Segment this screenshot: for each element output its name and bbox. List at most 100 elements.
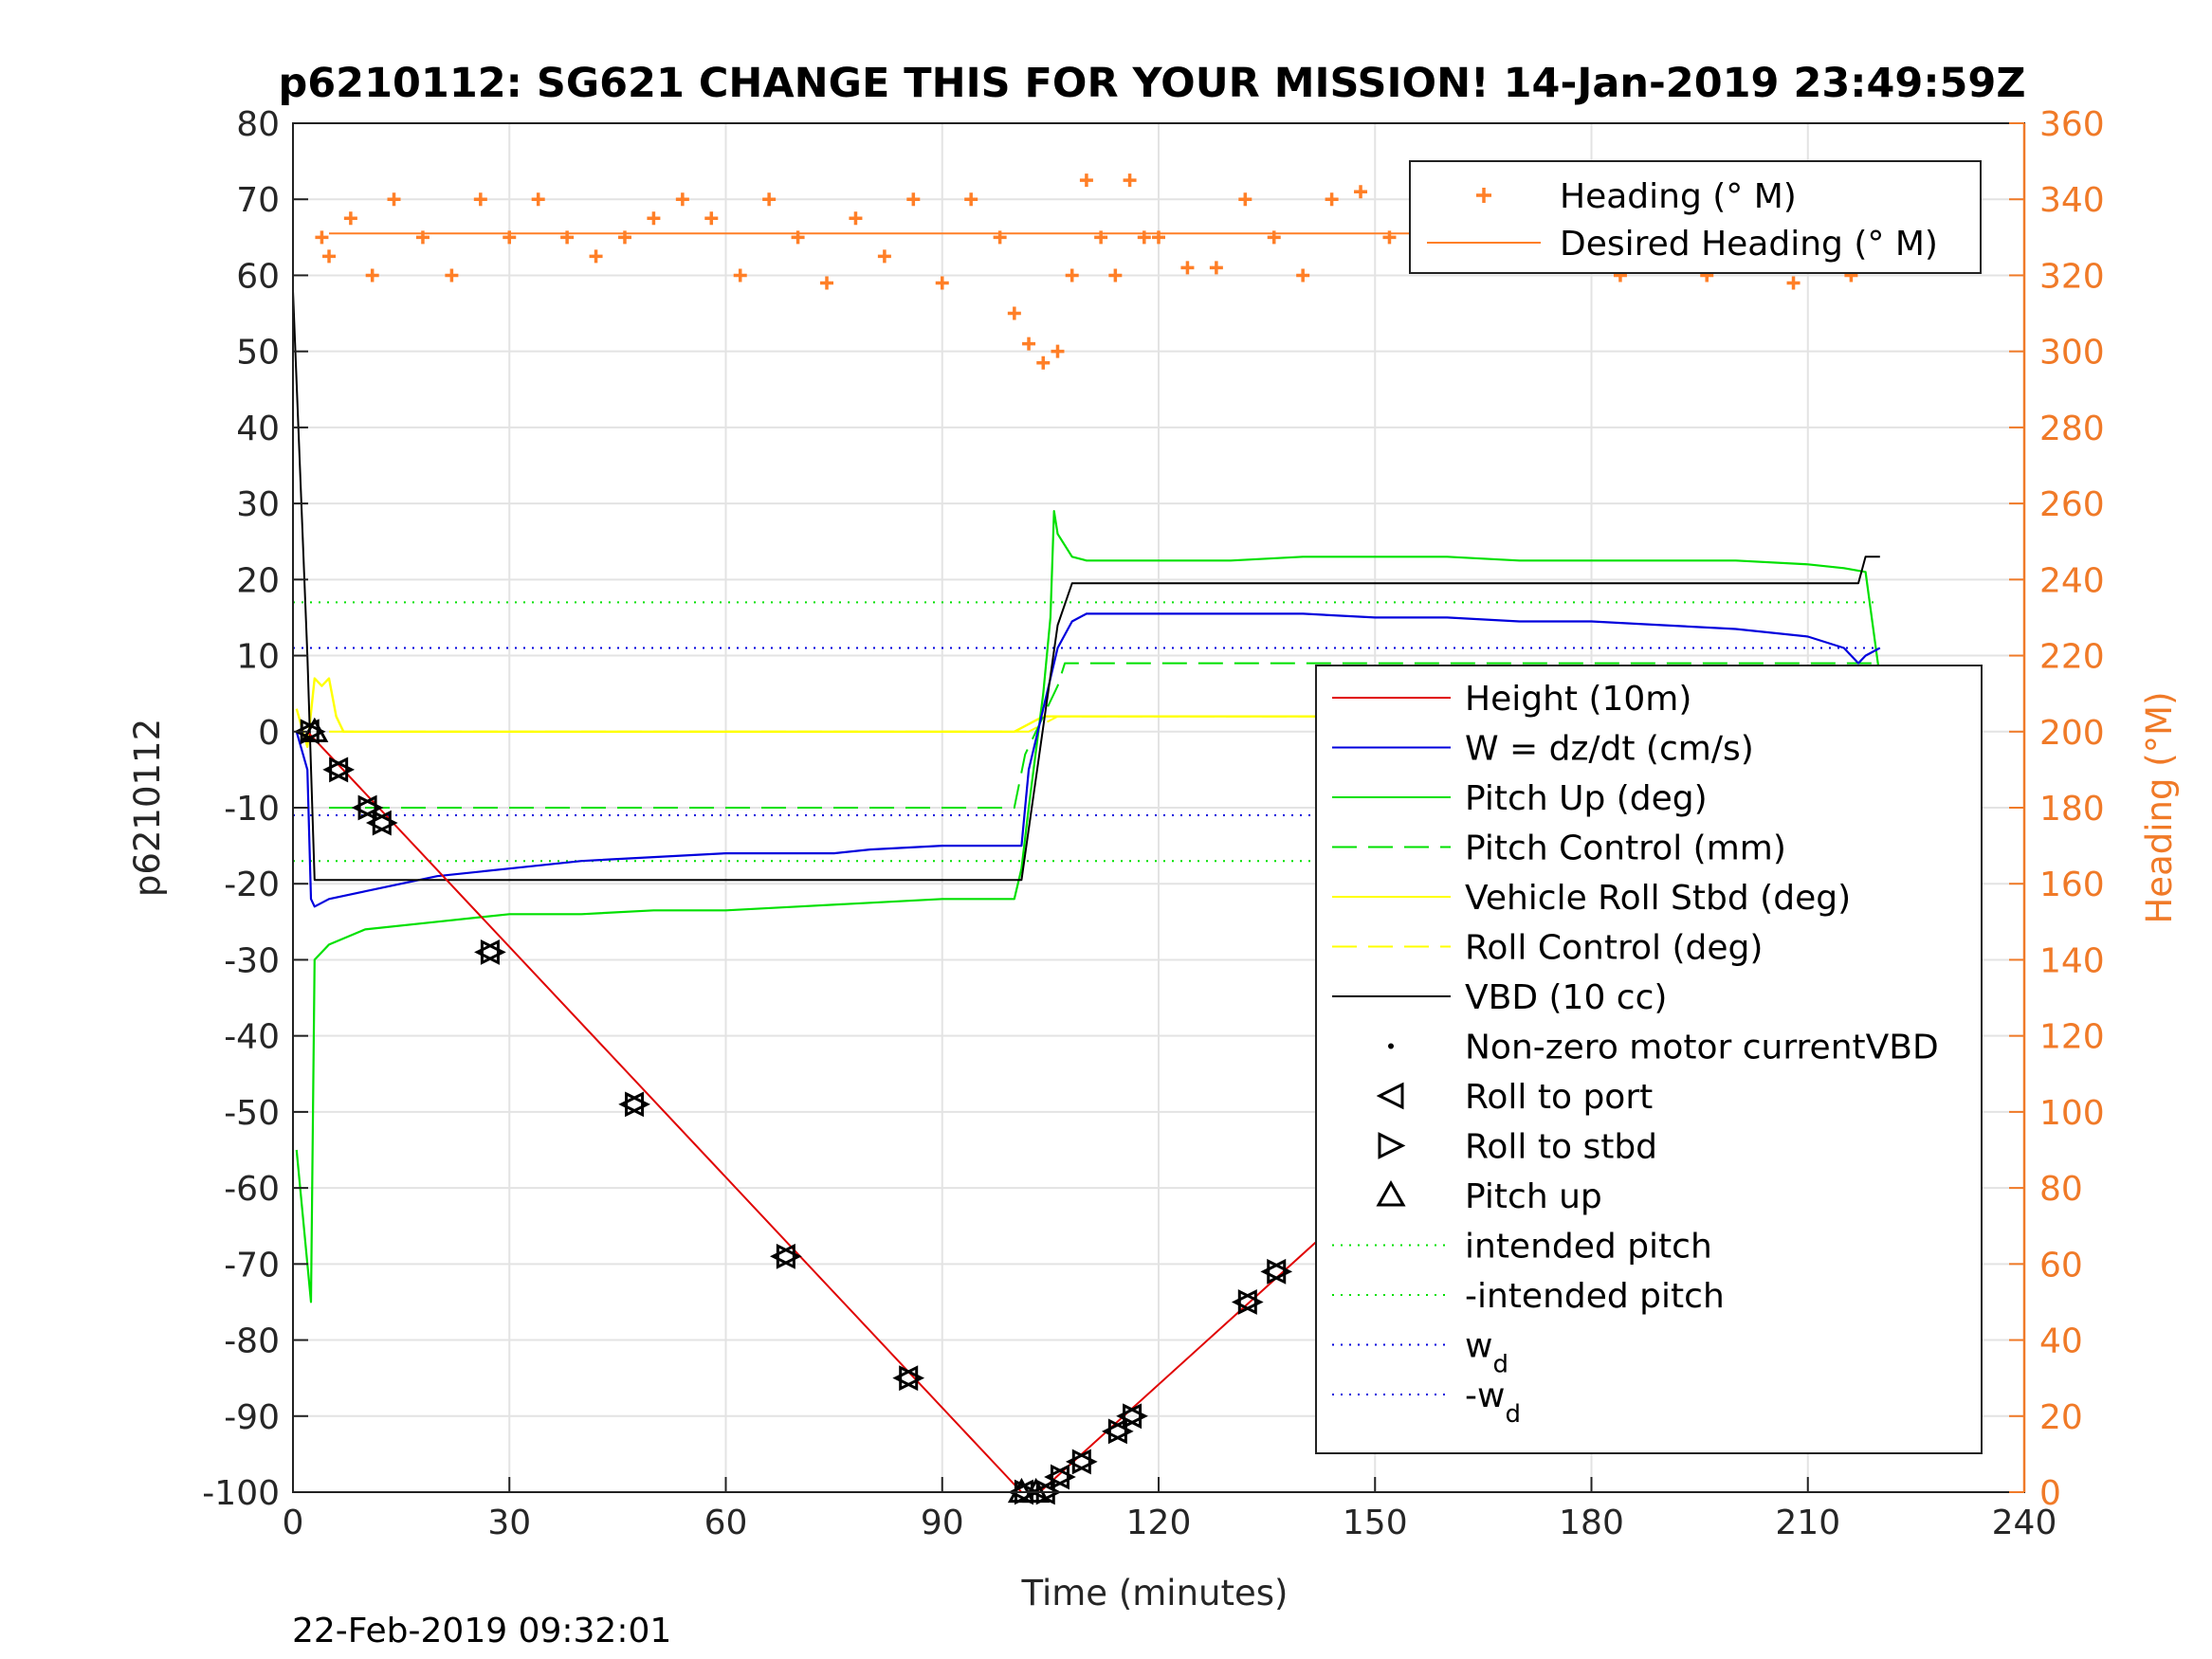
y-right-tick-label-4: 280 [2039,410,2105,448]
roll-to-stbd-marker [1123,1403,1148,1430]
heading-point [445,268,459,283]
y-tick-label-17: -90 [224,1398,280,1437]
roll-to-port-marker [1260,1258,1287,1285]
y-right-tick-label-1: 340 [2039,181,2105,220]
x-tick-label-1: 30 [487,1504,531,1542]
y-right-tick-label-2: 320 [2039,257,2105,296]
heading-point [1238,192,1252,207]
legend-item-9: Roll to stbd [1465,1128,1657,1167]
y-right-tick-label-3: 300 [2039,334,2105,373]
legend-item-2: Pitch Up (deg) [1465,779,1708,818]
x-tick-label-8: 240 [1992,1504,2057,1542]
y-tick-label-10: -20 [224,866,280,904]
heading-point [1137,230,1151,245]
y-right-tick-label-15: 60 [2039,1246,2083,1285]
y-tick-label-16: -80 [224,1322,280,1361]
heading-point [935,276,949,290]
y-right-tick-label-13: 100 [2039,1094,2105,1133]
y-tick-label-5: 30 [236,485,280,524]
y-right-tick-label-0: 360 [2039,105,2105,144]
series-vehicle-roll-stbd-deg [295,677,1880,748]
heading-point [387,192,401,207]
pitch-up-marker [301,717,329,742]
legend-heading-box [1409,160,1982,274]
heading-point [1022,337,1036,351]
heading-point [647,211,661,226]
x-tick-label-0: 0 [283,1504,304,1542]
heading-point [877,249,891,264]
heading-point [1123,173,1137,188]
heading-point [1007,306,1021,320]
legend-top-item-1: Desired Heading (° M) [1560,225,1938,264]
roll-to-port-marker [1231,1289,1257,1315]
x-tick-label-3: 90 [921,1504,964,1542]
y-axis-right-label: Heading (°M) [2139,691,2180,923]
x-tick-label-4: 120 [1126,1504,1192,1542]
roll-to-stbd-marker [1071,1449,1098,1475]
heading-point [1108,268,1123,283]
heading-point [1267,230,1281,245]
roll-to-stbd-marker [625,1091,650,1118]
y-tick-label-18: -100 [202,1474,280,1513]
roll-to-port-marker [293,719,320,745]
heading-point [1152,230,1165,245]
heading-point [365,268,379,283]
roll-to-stbd-marker [480,939,506,965]
heading-point [791,230,805,245]
y-right-tick-label-5: 260 [2039,485,2105,524]
roll-to-port-marker [618,1091,645,1118]
legend-item-10-swatch [1376,1179,1406,1207]
series-w-dz-dt-cm-s [295,612,1881,908]
heading-point [473,192,487,207]
legend-top-item-0: Heading (° M) [1560,177,1797,216]
roll-to-stbd-marker [776,1243,802,1269]
roll-to-stbd-marker [1107,1418,1134,1445]
y-tick-label-6: 20 [236,561,280,600]
legend-heading: Heading (° M) Desired Heading (° M) [1409,160,1982,274]
heading-point [315,230,329,245]
series-pitch-up [301,717,1051,1504]
y-right-tick-label-9: 180 [2039,790,2105,829]
legend-item-12: -intended pitch [1465,1277,1725,1316]
heading-point [762,192,777,207]
roll-to-port-marker [1116,1403,1143,1430]
legend-item-13-subscript: d [1492,1351,1508,1379]
roll-to-port-marker [365,810,392,836]
y-right-tick-label-17: 20 [2039,1398,2083,1437]
axes: 0 30 60 90 120 150 180 210 24080706050403020100-… [202,105,2104,1542]
roll-to-port-marker [1065,1449,1091,1475]
pitch-up-marker [1022,1477,1051,1504]
x-tick-label-5: 150 [1343,1504,1408,1542]
heading-point [1180,261,1195,275]
heading-point [993,230,1007,245]
heading-point [820,276,834,290]
heading-point [675,192,689,207]
heading-point [503,230,517,245]
heading-point [1296,268,1310,283]
heading-point [1065,268,1079,283]
heading-point [1051,344,1065,358]
y-right-tick-label-7: 220 [2039,638,2105,677]
heading-point [1209,261,1223,275]
x-tick-label-6: 180 [1559,1504,1624,1542]
heading-point [1036,356,1051,370]
legend-item-10: Pitch up [1465,1177,1602,1216]
legend-item-5: Roll Control (deg) [1465,929,1763,968]
roll-to-port-marker [1044,1464,1069,1490]
pitch-up-marker [1007,1477,1035,1504]
legend-item-7-swatch [1388,1043,1394,1049]
y-tick-label-7: 10 [236,638,280,677]
roll-to-stbd-marker [372,810,398,836]
y-tick-label-11: -30 [224,941,280,980]
x-axis-label: Time (minutes) [1021,1573,1289,1613]
heading-point [322,249,337,264]
y-tick-label-13: -50 [224,1094,280,1133]
y-tick-label-14: -60 [224,1170,280,1209]
roll-to-stbd-marker [1237,1289,1264,1315]
heading-point [617,230,631,245]
y-tick-label-2: 60 [236,257,280,296]
heading-point [343,211,357,226]
y-tick-label-8: 0 [258,714,280,753]
roll-to-port-marker [322,757,349,783]
heading-point [415,230,430,245]
